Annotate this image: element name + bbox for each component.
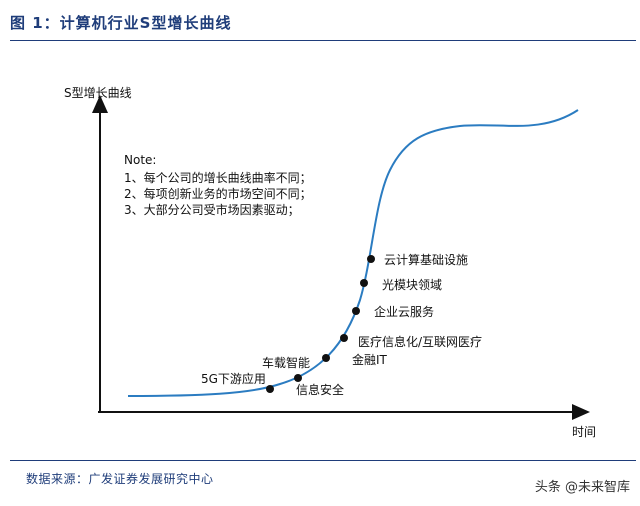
curve-point-optical xyxy=(360,279,368,287)
label-optical-module: 光模块领域 xyxy=(382,278,442,292)
label-5g-downstream: 5G下游应用 xyxy=(201,371,266,386)
note-line-2: 2、每项创新业务的市场空间不同； xyxy=(124,186,312,201)
curve-point-5g xyxy=(266,385,274,393)
label-medical-it: 医疗信息化/互联网医疗 xyxy=(358,334,482,349)
label-enterprise-cloud: 企业云服务 xyxy=(374,304,434,319)
curve-point-finance-it xyxy=(322,354,330,362)
curve-point-enterprise-cloud xyxy=(352,307,360,315)
footer-divider xyxy=(10,460,636,461)
curve-point-medical xyxy=(340,334,348,342)
curve-point-cloud-infra xyxy=(367,255,375,263)
x-axis-label: 时间 xyxy=(572,425,596,439)
label-cloud-infrastructure: 云计算基础设施 xyxy=(384,252,468,267)
s-growth-curve xyxy=(127,109,579,397)
label-info-security: 信息安全 xyxy=(296,382,344,397)
label-finance-it: 金融IT xyxy=(352,352,388,367)
label-vehicle-intelligence: 车载智能 xyxy=(262,355,310,370)
title-divider xyxy=(10,40,636,41)
curve-point-security xyxy=(294,374,302,382)
y-axis-label: S型增长曲线 xyxy=(64,86,132,100)
note-line-3: 3、大部分公司受市场因素驱动； xyxy=(124,202,300,217)
source-note: 数据来源：广发证券发展研究中心 xyxy=(26,472,214,486)
note-title: Note: xyxy=(124,153,156,167)
figure-title: 图 1：计算机行业S型增长曲线 xyxy=(10,14,232,32)
watermark: 头条 @未来智库 xyxy=(534,480,630,495)
note-line-1: 1、每个公司的增长曲线曲率不同； xyxy=(124,170,312,185)
